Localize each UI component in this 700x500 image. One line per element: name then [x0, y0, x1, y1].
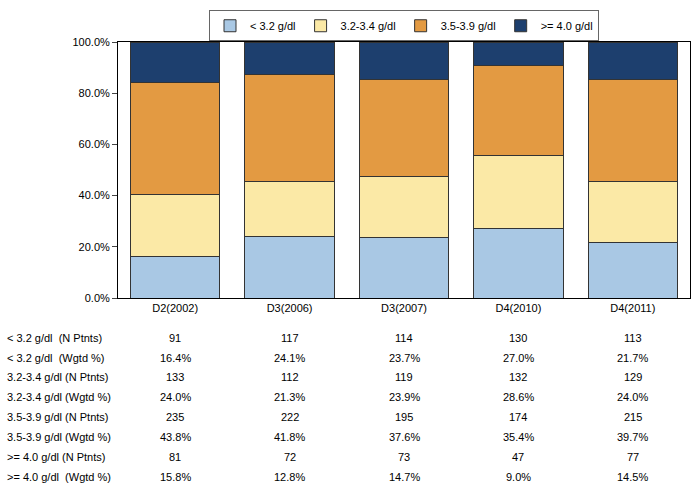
svg-text:132: 132 [509, 371, 527, 383]
svg-text:< 3.2 g/dl: < 3.2 g/dl [250, 20, 296, 32]
svg-text:72: 72 [284, 451, 296, 463]
svg-text:130: 130 [509, 332, 527, 344]
svg-text:>= 4.0 g/dl (N Ptnts): >= 4.0 g/dl (N Ptnts) [7, 451, 105, 463]
svg-text:114: 114 [395, 332, 413, 344]
svg-text:16.4%: 16.4% [160, 352, 191, 364]
svg-text:129: 129 [624, 371, 642, 383]
svg-text:< 3.2 g/dl (Wgtd %): < 3.2 g/dl (Wgtd %) [7, 352, 105, 364]
svg-text:>= 4.0 g/dl: >= 4.0 g/dl [541, 20, 593, 32]
svg-text:133: 133 [166, 371, 184, 383]
svg-text:43.8%: 43.8% [160, 431, 191, 443]
svg-text:>= 4.0 g/dl (Wgtd %): >= 4.0 g/dl (Wgtd %) [7, 471, 111, 483]
svg-text:21.3%: 21.3% [274, 391, 305, 403]
svg-text:113: 113 [624, 332, 642, 344]
svg-text:195: 195 [395, 411, 413, 423]
svg-text:222: 222 [281, 411, 299, 423]
svg-text:174: 174 [509, 411, 527, 423]
svg-text:24.0%: 24.0% [160, 391, 191, 403]
svg-text:20.0%: 20.0% [79, 241, 110, 253]
svg-text:24.0%: 24.0% [617, 391, 648, 403]
svg-text:37.6%: 37.6% [389, 431, 420, 443]
svg-text:3.5-3.9 g/dl (Wgtd %): 3.5-3.9 g/dl (Wgtd %) [7, 431, 111, 443]
svg-text:15.8%: 15.8% [160, 471, 191, 483]
svg-text:235: 235 [166, 411, 184, 423]
svg-text:14.5%: 14.5% [617, 471, 648, 483]
svg-text:3.2-3.4 g/dl (N Ptnts): 3.2-3.4 g/dl (N Ptnts) [7, 371, 109, 383]
svg-text:D4(2010): D4(2010) [495, 302, 541, 314]
svg-text:3.2-3.4 g/dl: 3.2-3.4 g/dl [341, 20, 396, 32]
svg-text:60.0%: 60.0% [79, 138, 110, 150]
svg-text:< 3.2 g/dl (N Ptnts): < 3.2 g/dl (N Ptnts) [7, 332, 102, 344]
svg-text:80.0%: 80.0% [79, 87, 110, 99]
svg-text:28.6%: 28.6% [503, 391, 534, 403]
svg-text:9.0%: 9.0% [506, 471, 531, 483]
svg-text:40.0%: 40.0% [79, 189, 110, 201]
svg-text:91: 91 [169, 332, 181, 344]
svg-text:12.8%: 12.8% [274, 471, 305, 483]
svg-text:3.2-3.4 g/dl (Wgtd %): 3.2-3.4 g/dl (Wgtd %) [7, 391, 111, 403]
svg-text:100.0%: 100.0% [72, 36, 110, 48]
svg-text:3.5-3.9 g/dl (N Ptnts): 3.5-3.9 g/dl (N Ptnts) [7, 411, 109, 423]
svg-text:23.9%: 23.9% [389, 391, 420, 403]
svg-text:23.7%: 23.7% [389, 352, 420, 364]
svg-text:24.1%: 24.1% [274, 352, 305, 364]
svg-text:D4(2011): D4(2011) [610, 302, 655, 314]
svg-text:47: 47 [512, 451, 524, 463]
svg-text:41.8%: 41.8% [274, 431, 305, 443]
svg-text:D3(2007): D3(2007) [381, 302, 427, 314]
svg-text:117: 117 [281, 332, 299, 344]
svg-text:3.5-3.9 g/dl: 3.5-3.9 g/dl [441, 20, 496, 32]
svg-text:215: 215 [624, 411, 642, 423]
svg-text:14.7%: 14.7% [389, 471, 420, 483]
svg-text:D3(2006): D3(2006) [267, 302, 313, 314]
svg-text:77: 77 [627, 451, 639, 463]
svg-text:39.7%: 39.7% [617, 431, 648, 443]
svg-text:D2(2002): D2(2002) [152, 302, 198, 314]
svg-text:27.0%: 27.0% [503, 352, 534, 364]
svg-text:73: 73 [398, 451, 410, 463]
svg-text:81: 81 [169, 451, 181, 463]
svg-text:35.4%: 35.4% [503, 431, 534, 443]
svg-text:21.7%: 21.7% [617, 352, 648, 364]
svg-text:119: 119 [395, 371, 413, 383]
svg-text:112: 112 [281, 371, 299, 383]
svg-text:0.0%: 0.0% [85, 292, 110, 304]
